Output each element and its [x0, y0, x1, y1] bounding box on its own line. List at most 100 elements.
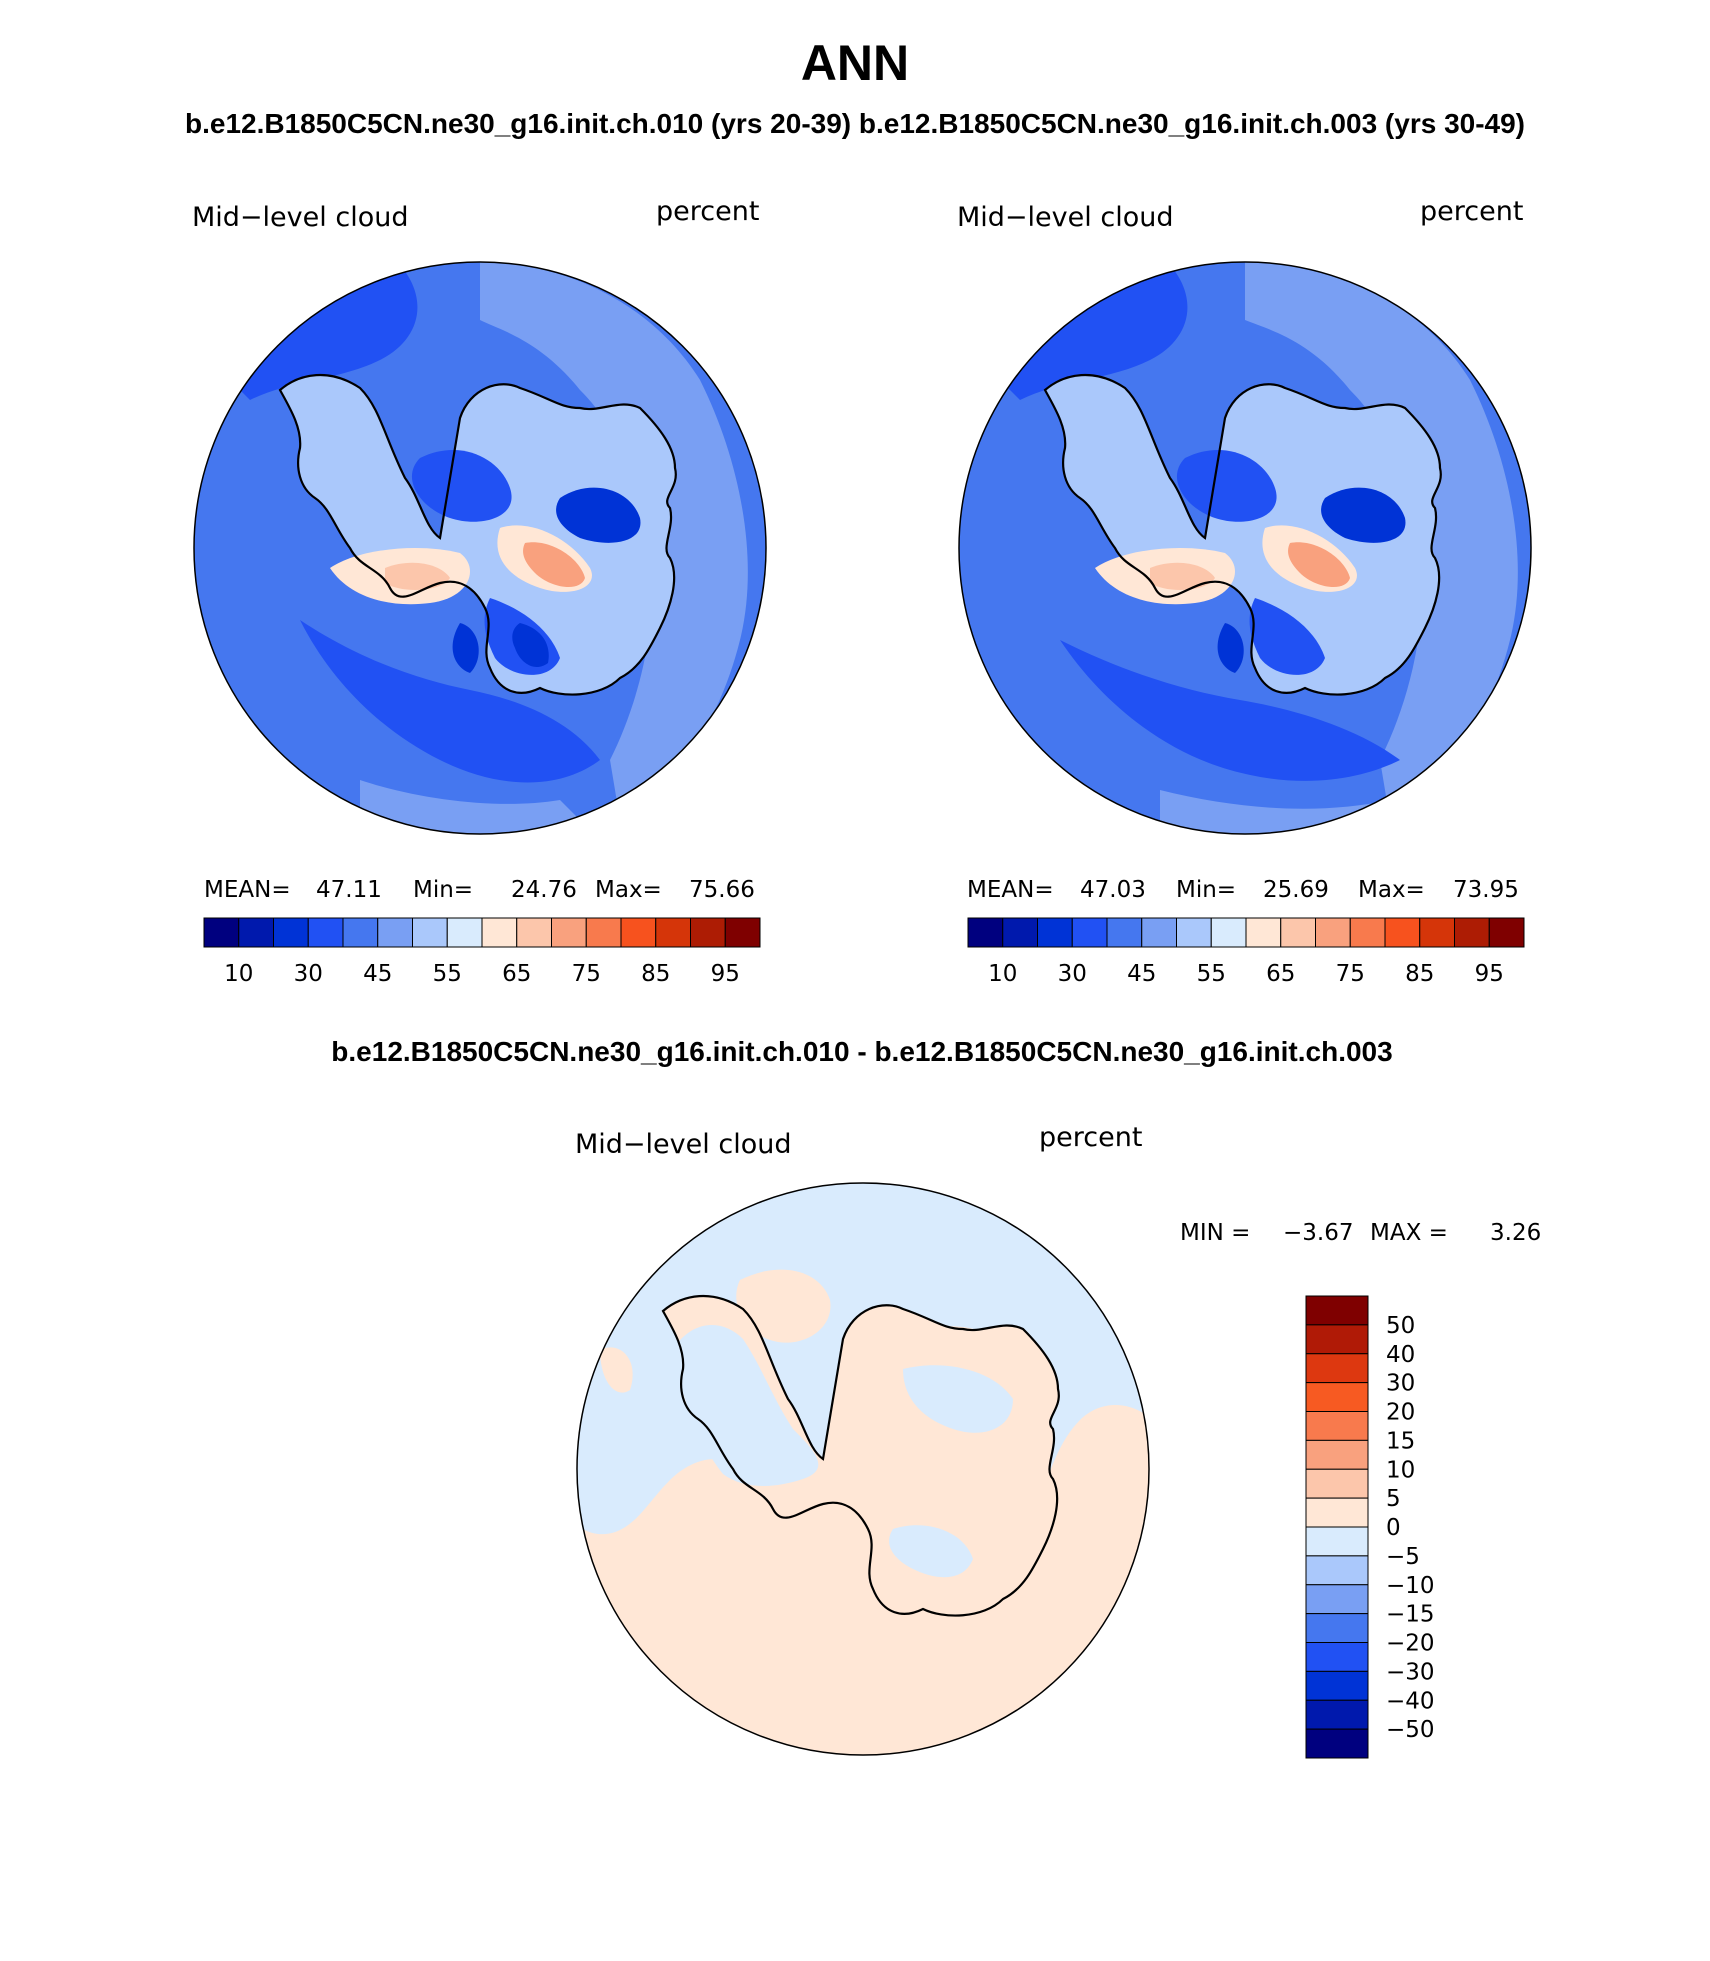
- panel-left-mean-label: MEAN=: [204, 877, 291, 903]
- panel-diff-colorbar-tick-label: −50: [1386, 1717, 1435, 1743]
- panel-left-mean-value: 47.11: [316, 877, 382, 903]
- panel-diff-min-value: −3.67: [1283, 1220, 1353, 1246]
- panel-left-colorbar-tick-label: 55: [433, 961, 462, 987]
- panel-right-colorbar-swatch: [1280, 917, 1316, 948]
- panel-left-colorbar-swatch: [481, 917, 518, 948]
- panel-diff-colorbar-tick-label: −40: [1386, 1688, 1435, 1714]
- panel-diff-colorbar-tick-label: −10: [1386, 1573, 1435, 1599]
- panel-right-variable: Mid−level cloud: [957, 202, 1173, 233]
- panel-diff-colorbar-tick-label: 5: [1386, 1486, 1401, 1512]
- panel-diff-colorbar-tick-label: −15: [1386, 1602, 1435, 1628]
- panel-diff-max-value: 3.26: [1490, 1220, 1541, 1246]
- panel-right-colorbar-tick-label: 65: [1266, 961, 1295, 987]
- panel-left-max-label: Max=: [595, 877, 662, 903]
- panel-left-colorbar-swatch: [307, 917, 344, 948]
- panel-left-colorbar-tick-label: 10: [224, 961, 253, 987]
- panel-diff-colorbar-tick-label: 10: [1386, 1457, 1415, 1483]
- panel-left: Mid−level cloud percent: [192, 196, 767, 987]
- panel-right-min-label: Min=: [1176, 877, 1236, 903]
- panel-right-colorbar-swatch: [1037, 917, 1073, 948]
- panel-right-colorbar-swatch: [967, 917, 1004, 948]
- panel-right-mean-label: MEAN=: [967, 877, 1054, 903]
- panel-left-stats: MEAN= 47.11 Min= 24.76 Max= 75.66: [204, 877, 755, 903]
- panel-diff-minmax: MIN = −3.67 MAX = 3.26: [1180, 1220, 1541, 1246]
- panel-right-colorbar-swatch: [1315, 917, 1351, 948]
- panel-diff-colorbar-swatch: [1305, 1728, 1369, 1759]
- subtitle-diff: b.e12.B1850C5CN.ne30_g16.init.ch.010 - b…: [331, 1036, 1392, 1067]
- panel-right-colorbar-tick-label: 85: [1405, 961, 1434, 987]
- panel-left-colorbar-swatch: [203, 917, 240, 948]
- panel-right-colorbar-tick-label: 10: [988, 961, 1017, 987]
- panel-diff-colorbar-swatch: [1305, 1642, 1369, 1672]
- panel-right-units: percent: [1420, 196, 1523, 227]
- panel-diff: Mid−level cloud percent MIN = −3.67 M: [575, 1122, 1541, 1759]
- panel-diff-colorbar-tick-label: 0: [1386, 1515, 1401, 1541]
- panel-right-map-border: [958, 261, 1532, 835]
- panel-diff-colorbar-swatch: [1305, 1526, 1369, 1557]
- panel-left-map: [194, 262, 766, 834]
- panel-left-colorbar-swatch: [412, 917, 448, 948]
- panel-left-colorbar-swatch: [273, 917, 309, 948]
- panel-diff-colorbar-tick-label: 15: [1386, 1428, 1415, 1454]
- panel-right-stats: MEAN= 47.03 Min= 25.69 Max= 73.95: [967, 877, 1519, 903]
- panel-diff-colorbar-swatch: [1305, 1324, 1369, 1355]
- panel-diff-colorbar-swatch: [1305, 1382, 1369, 1412]
- panel-left-colorbar-tick-label: 45: [363, 961, 392, 987]
- panel-left-colorbar-tick-label: 75: [572, 961, 601, 987]
- panel-right-min-value: 25.69: [1263, 877, 1329, 903]
- panel-left-colorbar-swatch: [446, 917, 483, 948]
- panel-diff-colorbar-tick-label: 40: [1386, 1342, 1415, 1368]
- panel-left-colorbar-swatch: [516, 917, 552, 948]
- panel-right-max-label: Max=: [1358, 877, 1425, 903]
- panel-diff-colorbar-swatch: [1305, 1584, 1369, 1615]
- panel-diff-colorbar-swatch: [1305, 1411, 1369, 1441]
- panel-left-colorbar-tick-label: 30: [294, 961, 323, 987]
- panel-diff-colorbar-swatch: [1305, 1699, 1369, 1730]
- subtitle-top: b.e12.B1850C5CN.ne30_g16.init.ch.010 (yr…: [185, 108, 1525, 139]
- panel-left-min-value: 24.76: [511, 877, 577, 903]
- panel-diff-colorbar-swatch: [1305, 1468, 1369, 1499]
- panel-right-colorbar-swatch: [1176, 917, 1212, 948]
- panel-left-units: percent: [656, 196, 759, 227]
- panel-diff-units: percent: [1039, 1122, 1142, 1153]
- panel-right-colorbar-tick-label: 30: [1058, 961, 1087, 987]
- panel-left-colorbar-swatch: [551, 917, 587, 948]
- panel-right-colorbar-swatch: [1349, 917, 1386, 948]
- panel-left-colorbar: 10 30 45 55 65 75 85 95: [203, 917, 761, 987]
- panel-left-variable: Mid−level cloud: [192, 202, 408, 233]
- panel-left-max-value: 75.66: [689, 877, 755, 903]
- panel-right-colorbar-swatch: [1488, 917, 1525, 948]
- panel-right-colorbar-swatch: [1384, 917, 1421, 948]
- panel-diff-colorbar-swatch: [1305, 1613, 1369, 1643]
- panel-diff-colorbar-swatch: [1305, 1353, 1369, 1384]
- panel-diff-colorbar-tick-label: −30: [1386, 1659, 1435, 1685]
- panel-right-mean-value: 47.03: [1080, 877, 1146, 903]
- panel-right-colorbar-tick-label: 75: [1336, 961, 1365, 987]
- panel-left-colorbar-swatch: [655, 917, 691, 948]
- panel-left-colorbar-swatch: [238, 917, 274, 948]
- panel-left-min-label: Min=: [413, 877, 473, 903]
- panel-left-colorbar-swatch: [724, 917, 761, 948]
- panel-right-colorbar-swatch: [1071, 917, 1108, 948]
- panel-right-colorbar-tick-label: 95: [1475, 961, 1504, 987]
- panel-left-colorbar-swatch: [690, 917, 726, 948]
- panel-right-colorbar-swatch: [1210, 917, 1247, 948]
- panel-right-colorbar-swatch: [1419, 917, 1455, 948]
- panel-diff-colorbar-swatch: [1305, 1295, 1369, 1326]
- panel-right-colorbar: 10 30 45 55 65 75 85 95: [967, 917, 1525, 987]
- panel-right-colorbar-swatch: [1141, 917, 1177, 948]
- panel-diff-colorbar-swatch: [1305, 1670, 1369, 1701]
- panel-diff-colorbar-tick-label: 30: [1386, 1371, 1415, 1397]
- panel-diff-colorbar-swatch: [1305, 1555, 1369, 1586]
- panel-left-colorbar-tick-label: 65: [502, 961, 531, 987]
- panel-diff-colorbar-tick-label: 20: [1386, 1400, 1415, 1426]
- panel-right-max-value: 73.95: [1453, 877, 1519, 903]
- panel-right-colorbar-swatch: [1454, 917, 1490, 948]
- panel-right-colorbar-swatch: [1245, 917, 1282, 948]
- panel-diff-min-label: MIN =: [1180, 1220, 1250, 1246]
- panel-left-colorbar-swatch: [620, 917, 657, 948]
- panel-left-colorbar-tick-label: 95: [711, 961, 740, 987]
- panel-right-colorbar-tick-label: 55: [1197, 961, 1226, 987]
